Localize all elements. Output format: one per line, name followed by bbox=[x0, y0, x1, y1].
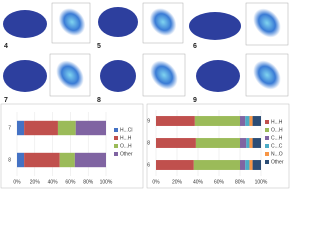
bar-segment bbox=[245, 116, 250, 126]
bar-segment bbox=[194, 116, 240, 126]
legend-label: Other bbox=[271, 159, 284, 165]
legend-label: H...H bbox=[271, 119, 283, 125]
hirshfeld-surface bbox=[100, 60, 136, 92]
legend-swatch bbox=[114, 136, 118, 140]
chart-frame bbox=[0, 103, 144, 189]
fingerprint bbox=[149, 8, 177, 36]
bar-segment bbox=[156, 138, 196, 148]
bar-segment bbox=[24, 152, 60, 168]
figure: 4 5 67 8 90% 20% 40% 60% 80% 100%78H...ClH...HO..… bbox=[0, 2, 290, 189]
legend-swatch bbox=[114, 152, 118, 156]
bar-segment bbox=[249, 116, 253, 126]
bar-segment bbox=[240, 138, 247, 148]
legend-swatch bbox=[265, 136, 269, 140]
fingerprint bbox=[253, 8, 281, 38]
fingerprint bbox=[58, 8, 86, 36]
legend-label: Other bbox=[120, 151, 133, 157]
y-tick-label: 7 bbox=[8, 125, 11, 131]
bar-segment bbox=[57, 120, 76, 136]
legend-label: H...H bbox=[120, 135, 132, 141]
bar-segment bbox=[59, 152, 75, 168]
x-tick-label: 80% bbox=[83, 179, 94, 185]
hirshfeld-surface bbox=[189, 12, 241, 40]
x-tick-label: 40% bbox=[48, 179, 59, 185]
x-tick-label: 20% bbox=[30, 179, 41, 185]
legend-swatch bbox=[265, 144, 269, 148]
bar-segment bbox=[195, 138, 240, 148]
legend-label: C...C bbox=[271, 143, 283, 149]
bar-segment bbox=[17, 120, 25, 136]
y-tick-label: 6 bbox=[147, 162, 150, 168]
bar-segment bbox=[74, 152, 106, 168]
y-tick-label: 9 bbox=[147, 118, 150, 124]
x-tick-label: 100% bbox=[100, 179, 113, 185]
bar-segment bbox=[193, 160, 240, 170]
x-tick-label: 0% bbox=[152, 179, 160, 185]
legend-label: C...H bbox=[271, 135, 283, 141]
x-tick-label: 100% bbox=[255, 179, 268, 185]
fingerprint bbox=[56, 60, 84, 90]
bar-segment bbox=[245, 160, 250, 170]
bar-segment bbox=[75, 120, 106, 136]
legend-swatch bbox=[265, 128, 269, 132]
legend-swatch bbox=[265, 160, 269, 164]
y-tick-label: 8 bbox=[8, 157, 11, 163]
x-tick-label: 20% bbox=[172, 179, 183, 185]
panel-label: 4 bbox=[4, 43, 8, 50]
x-tick-label: 0% bbox=[13, 179, 21, 185]
x-tick-label: 60% bbox=[214, 179, 225, 185]
legend-label: H...Cl bbox=[120, 127, 133, 133]
hirshfeld-surface bbox=[3, 60, 47, 92]
legend-label: O...H bbox=[120, 143, 132, 149]
bar-segment bbox=[240, 160, 246, 170]
y-tick-label: 8 bbox=[147, 140, 150, 146]
panel-label: 6 bbox=[193, 43, 197, 50]
legend-swatch bbox=[265, 152, 269, 156]
legend-label: N...O bbox=[271, 151, 283, 157]
panel-label: 9 bbox=[193, 97, 197, 104]
hirshfeld-surface bbox=[196, 60, 240, 92]
legend-swatch bbox=[265, 120, 269, 124]
bar-segment bbox=[24, 120, 58, 136]
bar-segment bbox=[240, 116, 246, 126]
bar-segment bbox=[252, 138, 261, 148]
bar-segment bbox=[156, 160, 194, 170]
fingerprint bbox=[150, 60, 178, 90]
panel-label: 8 bbox=[97, 97, 101, 104]
fingerprint bbox=[253, 60, 281, 90]
legend-swatch bbox=[114, 128, 118, 132]
legend-swatch bbox=[114, 144, 118, 148]
bar-segment bbox=[249, 138, 253, 148]
hirshfeld-surface bbox=[98, 7, 138, 37]
x-tick-label: 40% bbox=[193, 179, 204, 185]
panel-label: 7 bbox=[4, 97, 8, 104]
panel-label: 5 bbox=[97, 43, 101, 50]
x-tick-label: 80% bbox=[235, 179, 246, 185]
bar-segment bbox=[252, 160, 261, 170]
legend-label: O...H bbox=[271, 127, 283, 133]
bar-segment bbox=[246, 138, 250, 148]
chart-frame bbox=[146, 103, 290, 189]
hirshfeld-surface bbox=[3, 10, 47, 38]
bar-segment bbox=[17, 152, 25, 168]
bar-segment bbox=[252, 116, 261, 126]
bar-segment bbox=[249, 160, 253, 170]
x-tick-label: 60% bbox=[65, 179, 76, 185]
bar-segment bbox=[156, 116, 195, 126]
surfaces bbox=[3, 2, 289, 97]
